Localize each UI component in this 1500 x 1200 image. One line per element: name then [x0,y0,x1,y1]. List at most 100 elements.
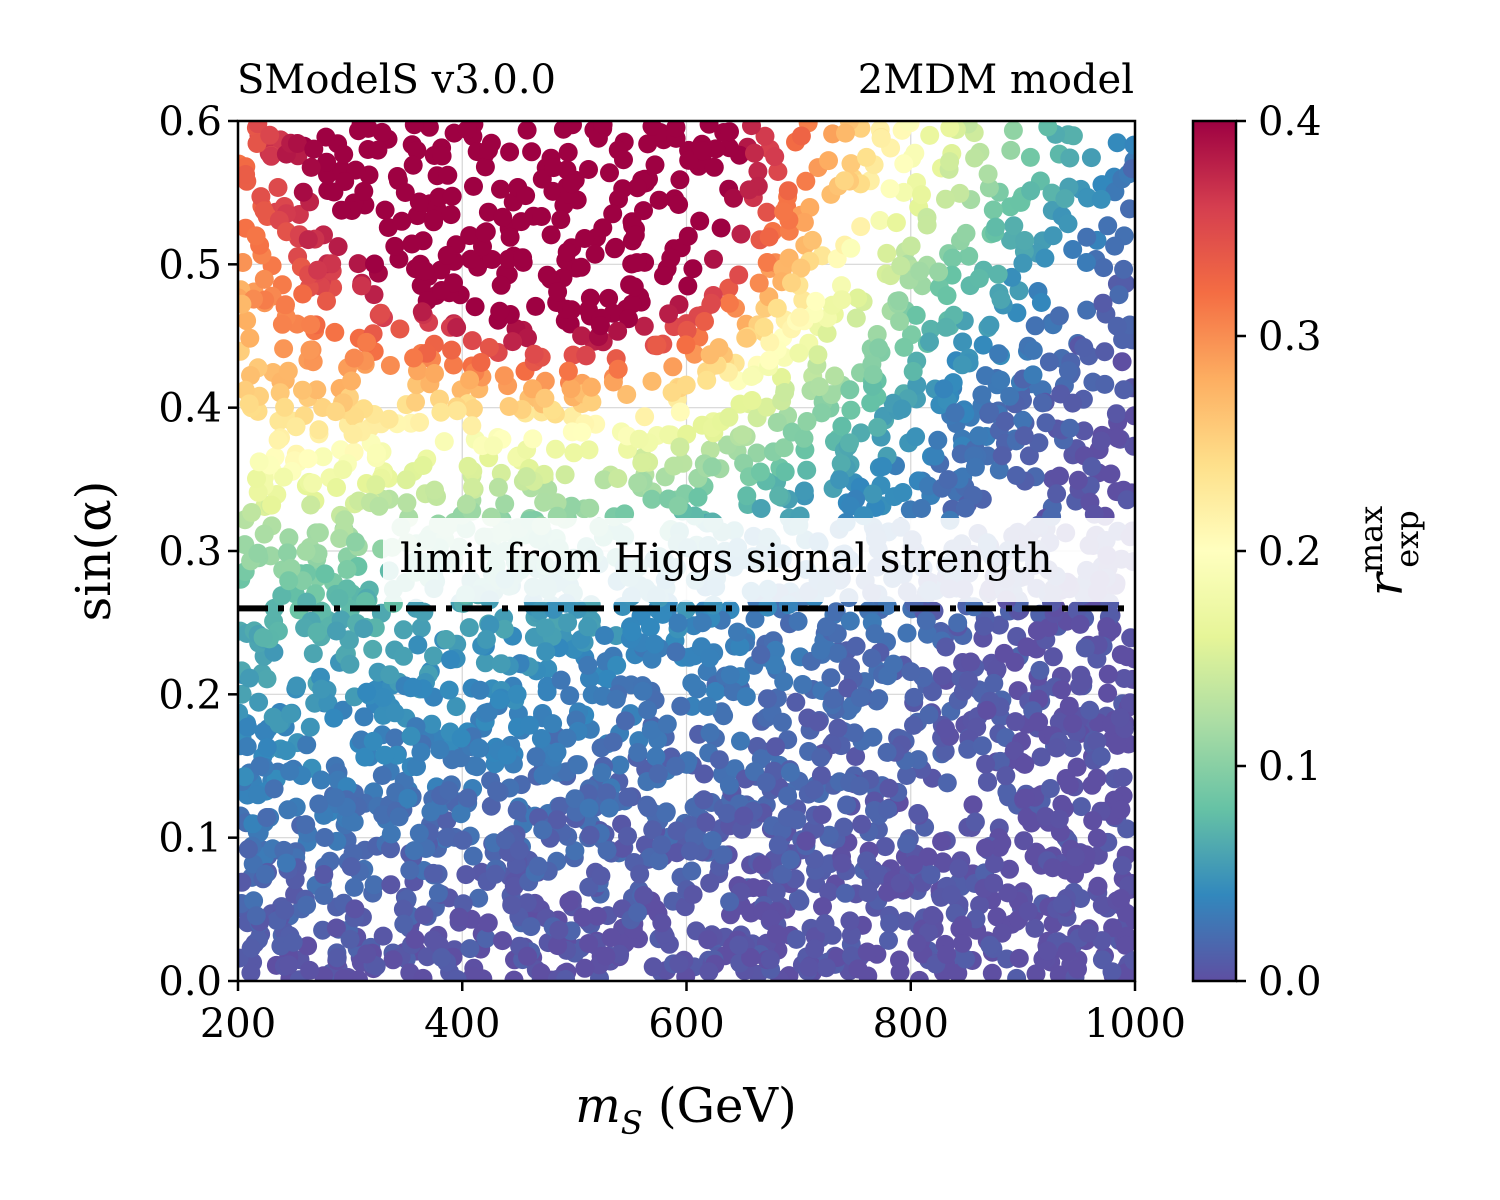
scatter-point [401,726,421,746]
scatter-point [1091,431,1111,451]
scatter-point [494,366,514,386]
scatter-point [953,332,973,352]
scatter-point [274,467,294,487]
scatter-point [272,314,292,334]
scatter-point [664,456,684,476]
scatter-point [901,236,921,256]
scatter-point [929,262,949,282]
scatter-point [238,311,257,331]
scatter-point [956,223,976,243]
scatter-point [599,288,619,308]
scatter-point [301,315,321,335]
scatter-point [996,766,1016,786]
scatter-point [363,639,383,659]
scatter-point [348,254,368,274]
scatter-point [345,532,365,552]
scatter-point [238,737,257,757]
scatter-point [949,859,969,878]
scatter-point [806,291,826,311]
scatter-point [268,178,288,197]
scatter-point [608,359,628,379]
scatter-point [478,202,498,222]
scatter-point [812,805,832,825]
colorbar-tick-label: 0.4 [1258,99,1322,145]
x-axis-label-main: m [575,1078,621,1134]
scatter-point [950,183,970,203]
scatter-point [535,388,555,408]
scatter-point [668,496,688,516]
scatter-point [958,739,978,759]
scatter-point [479,140,498,160]
scatter-point [558,613,578,633]
scatter-point [1014,831,1034,851]
scatter-point [709,750,729,770]
y-axis-label: sin(α) [66,481,122,622]
scatter-point [932,832,952,852]
scatter-point [850,776,870,796]
scatter-point [1060,418,1080,438]
scatter-point [832,416,852,436]
scatter-point [490,301,510,321]
scatter-point [825,366,845,386]
scatter-point [409,192,429,212]
scatter-point [301,495,321,515]
scatter-point [642,121,662,136]
scatter-point [1025,918,1045,938]
scatter-point [257,738,277,757]
scatter-point [596,946,616,966]
scatter-point [1040,779,1060,798]
scatter-point [461,249,481,269]
scatter-point [835,883,855,903]
scatter-point [247,469,266,489]
colorbar-tick-label: 0.3 [1258,314,1322,360]
scatter-point [920,332,939,352]
scatter-point [861,393,881,413]
scatter-point [599,798,619,818]
scatter-point [1112,856,1132,875]
scatter-point [392,211,412,231]
scatter-point [965,457,985,477]
scatter-point [255,864,275,884]
scatter-point [307,380,327,400]
scatter-point [546,439,565,459]
scatter-point [919,705,939,725]
scatter-point [1021,181,1041,201]
scatter-point [1006,466,1026,485]
scatter-point [442,186,462,206]
scatter-point [1015,231,1035,250]
scatter-point [634,316,654,336]
scatter-point [698,930,718,950]
scatter-point [734,806,754,826]
scatter-point [408,635,428,655]
scatter-point [863,727,883,747]
scatter-point [761,909,781,929]
scatter-point [765,655,785,675]
scatter-point [298,936,318,956]
limit-label: limit from Higgs signal strength [400,536,1053,582]
scatter-point [832,853,852,873]
scatter-point [890,312,910,331]
scatter-point [976,838,995,858]
scatter-point [264,779,284,799]
scatter-point [841,238,861,258]
scatter-point [403,677,423,697]
scatter-point [714,706,734,726]
scatter-point [1091,747,1111,766]
scatter-point [517,893,537,913]
scatter-point [373,688,393,707]
scatter-point [889,291,909,311]
scatter-point [875,837,895,857]
scatter-point [565,789,585,809]
scatter-point [334,969,353,981]
scatter-point [507,684,527,704]
scatter-point [1023,340,1043,360]
scatter-point [380,356,400,375]
x-axis-label: mS (GeV) [575,1078,797,1142]
scatter-point [385,236,405,256]
scatter-point [444,355,463,375]
scatter-point [1035,248,1055,268]
scatter-point [628,473,648,493]
scatter-point [249,452,269,472]
scatter-point [917,624,937,644]
scatter-point [441,650,460,670]
